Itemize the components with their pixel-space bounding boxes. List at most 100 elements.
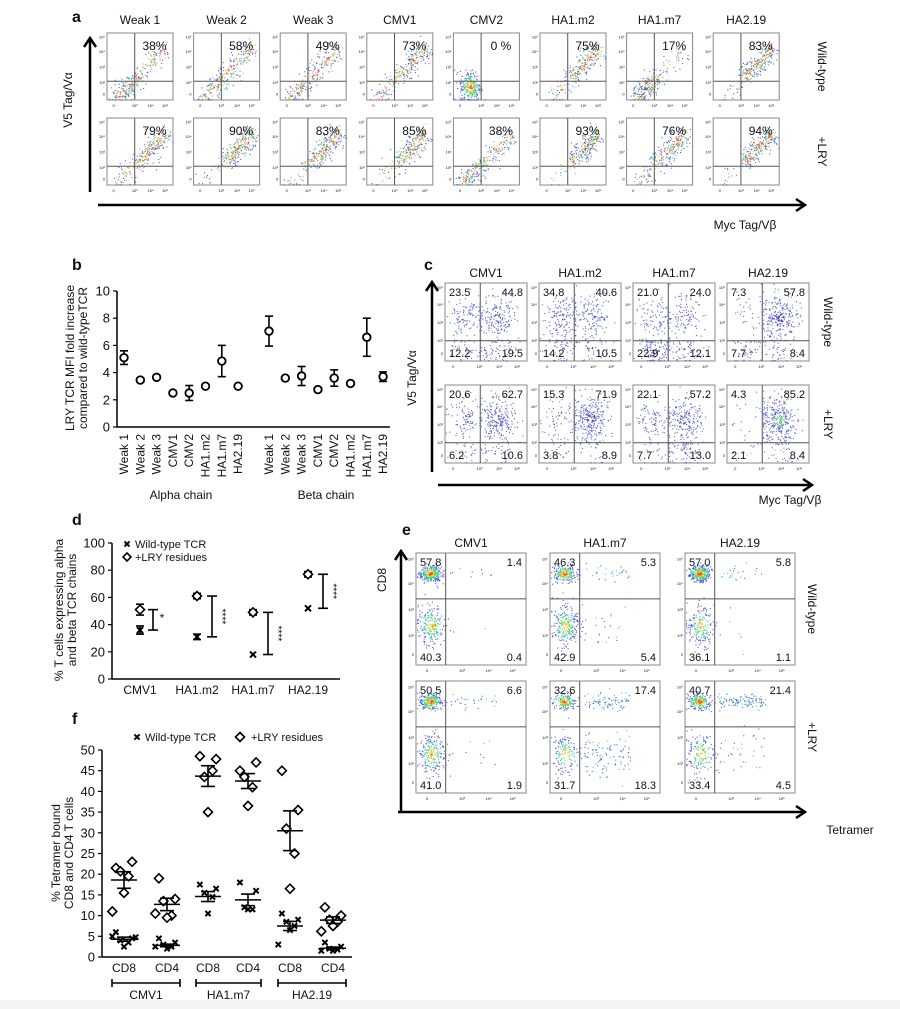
event-dot — [758, 146, 760, 148]
event-dot — [397, 164, 399, 166]
event-dot — [245, 134, 247, 136]
event-dot — [155, 54, 157, 56]
event-dot — [415, 60, 417, 62]
event-dot — [651, 89, 653, 91]
event-dot — [154, 153, 156, 155]
event-dot — [329, 124, 331, 126]
event-dot — [325, 139, 327, 141]
event-dot — [647, 86, 649, 88]
event-dot — [765, 134, 767, 136]
event-dot — [654, 83, 656, 85]
event-dot — [496, 160, 498, 162]
event-dot — [667, 145, 669, 147]
event-dot — [745, 163, 747, 165]
event-dot — [472, 86, 474, 88]
event-dot — [641, 88, 643, 90]
event-dot — [767, 61, 769, 63]
event-dot — [670, 156, 672, 158]
row-label: Wild-type — [815, 41, 829, 91]
event-dot — [605, 56, 607, 58]
event-dot — [681, 145, 683, 147]
event-dot — [396, 151, 398, 153]
event-dot — [777, 50, 779, 52]
event-dot — [231, 73, 233, 75]
event-dot — [328, 52, 330, 54]
event-dot — [457, 318, 459, 320]
event-dot — [473, 304, 475, 306]
event-dot — [666, 149, 668, 151]
event-dot — [236, 60, 238, 62]
event-dot — [594, 316, 596, 318]
event-dot — [457, 71, 459, 73]
event-dot — [580, 73, 582, 75]
event-dot — [394, 176, 396, 178]
event-dot — [575, 143, 577, 145]
event-dot — [339, 51, 341, 53]
event-dot — [770, 135, 772, 137]
event-dot — [289, 85, 291, 87]
event-dot — [747, 151, 749, 153]
x-tick-label: 10³ — [218, 188, 224, 193]
event-dot — [476, 83, 478, 85]
event-dot — [376, 99, 378, 101]
event-dot — [376, 94, 378, 96]
event-dot — [635, 173, 637, 175]
event-dot — [467, 173, 469, 175]
y-tick-label: 10³ — [532, 65, 538, 70]
event-dot — [295, 88, 297, 90]
event-dot — [660, 153, 662, 155]
event-dot — [767, 64, 769, 66]
x-tick-label: 10⁵ — [249, 103, 255, 108]
event-dot — [495, 306, 497, 308]
y-tick-label: 10² — [99, 80, 105, 85]
event-dot — [223, 67, 225, 69]
event-dot — [322, 150, 324, 152]
event-dot — [136, 79, 138, 81]
event-dot — [473, 81, 475, 83]
event-dot — [724, 179, 726, 181]
event-dot — [426, 51, 428, 53]
event-dot — [122, 172, 124, 174]
event-dot — [320, 161, 322, 163]
event-dot — [744, 146, 746, 148]
event-dot — [593, 138, 595, 140]
event-dot — [298, 73, 300, 75]
event-dot — [306, 79, 308, 81]
event-dot — [223, 88, 225, 90]
event-dot — [633, 88, 635, 90]
event-dot — [728, 172, 730, 174]
event-dot — [770, 54, 772, 56]
event-dot — [678, 144, 680, 146]
event-dot — [417, 43, 419, 45]
event-dot — [589, 140, 591, 142]
event-dot — [400, 66, 402, 68]
event-dot — [592, 143, 594, 145]
event-dot — [577, 79, 579, 81]
event-dot — [462, 183, 464, 185]
event-dot — [487, 168, 489, 170]
y-tick-label: 10⁴ — [445, 134, 451, 139]
event-dot — [320, 142, 322, 144]
column-title: CMV1 — [383, 13, 417, 27]
event-dot — [564, 92, 566, 94]
event-dot — [210, 99, 212, 101]
event-dot — [212, 77, 214, 79]
event-dot — [395, 79, 397, 81]
event-dot — [490, 315, 492, 317]
event-dot — [758, 153, 760, 155]
event-dot — [746, 157, 748, 159]
event-dot — [323, 162, 325, 164]
event-dot — [587, 341, 589, 343]
event-dot — [560, 99, 562, 101]
event-dot — [389, 177, 391, 179]
event-dot — [237, 140, 239, 142]
event-dot — [145, 83, 147, 85]
event-dot — [135, 159, 137, 161]
event-dot — [666, 141, 668, 143]
event-dot — [481, 306, 483, 308]
event-dot — [478, 311, 480, 313]
event-dot — [494, 304, 496, 306]
event-dot — [562, 299, 564, 301]
event-dot — [580, 142, 582, 144]
event-dot — [576, 75, 578, 77]
